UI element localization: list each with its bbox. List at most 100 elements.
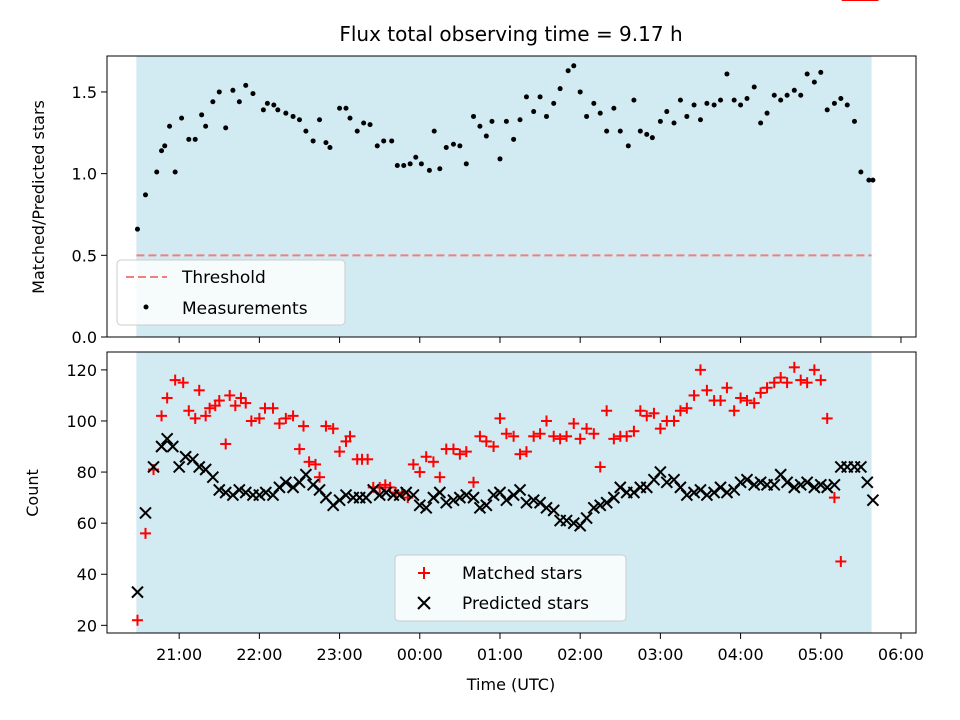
predicted-star-point [654, 465, 667, 479]
matched-star-point [468, 476, 480, 488]
measurement-point [571, 63, 577, 69]
predicted-star-point [131, 585, 144, 599]
matched-star-point [287, 410, 299, 422]
matched-star-point [314, 471, 326, 483]
measurement-point [199, 112, 205, 118]
matched-star-point [139, 527, 151, 539]
predicted-star-points [131, 432, 880, 599]
ratio-panel: 0.0 0.5 1.0 1.5 Matched/Predicted stars Thr… [29, 55, 917, 347]
predicted-star-point [213, 483, 226, 497]
measurement-point [784, 92, 790, 98]
measurement-point [657, 118, 663, 124]
matched-star-point [768, 377, 780, 389]
measurement-point [811, 79, 817, 85]
x-tick-label: 00:00 [397, 645, 443, 664]
count-panel: 20 40 60 80 100 120 21:00 22:00 23:00 00:00 01:00… [23, 0, 924, 694]
measurement-point [230, 87, 236, 93]
measurement-point [264, 100, 270, 106]
matched-star-point [362, 453, 374, 465]
measurement-point [407, 161, 413, 167]
matched-star-point [156, 410, 168, 422]
matched-star-point [795, 374, 807, 386]
predicted-star-point [580, 511, 593, 525]
matched-star-point [204, 402, 216, 414]
matched-star-point [748, 397, 760, 409]
matched-star-point [534, 428, 546, 440]
measurement-point [323, 140, 329, 146]
matched-star-point [235, 392, 247, 404]
measurement-point [611, 105, 617, 111]
matched-star-point [253, 412, 265, 424]
measurement-point [584, 113, 590, 119]
predicted-star-point [700, 488, 714, 502]
x-axis-label: Time (UTC) [466, 675, 555, 694]
legend-measurements-label: Measurements [182, 299, 308, 319]
measurement-point [831, 100, 837, 106]
predicted-star-point [861, 476, 874, 489]
predicted-star-point [660, 476, 674, 489]
matched-star-point [183, 405, 195, 417]
legend-measurements-swatch [143, 304, 149, 310]
matched-star-point [654, 423, 666, 435]
predicted-star-point [179, 450, 192, 463]
matched-star-point [641, 410, 653, 422]
y-tick-label: 1.0 [72, 165, 97, 184]
measurement-point [704, 100, 710, 106]
measurement-point [413, 154, 419, 160]
measurement-point [771, 92, 777, 98]
x-tick-label: 23:00 [317, 645, 363, 664]
measurement-point [591, 100, 597, 106]
predicted-star-point [453, 491, 467, 504]
predicted-star-point [299, 468, 313, 481]
matched-star-point [344, 430, 356, 442]
predicted-star-point [166, 440, 179, 453]
x-tick-label: 22:00 [236, 645, 282, 664]
matched-star-point [815, 374, 827, 386]
measurement-point [671, 120, 677, 126]
predicted-star-point [748, 478, 761, 492]
matched-star-point [594, 461, 606, 473]
predicted-star-point [740, 473, 754, 486]
predicted-star-point [339, 488, 353, 502]
measurement-point [497, 156, 503, 162]
matched-star-point [775, 372, 787, 384]
predicted-star-point [513, 483, 527, 497]
measurement-point [216, 89, 222, 95]
legend-predicted-swatch [417, 596, 431, 610]
measurement-point [565, 68, 571, 74]
measurement-point [523, 94, 529, 100]
legend-matched-label: Matched stars [462, 564, 582, 584]
matched-star-point [581, 423, 593, 435]
matched-star-point [297, 420, 309, 432]
predicted-star-point [820, 481, 834, 494]
measurement-point [290, 113, 296, 119]
measurement-point [791, 87, 797, 93]
measurement-point [684, 113, 690, 119]
predicted-star-point [160, 432, 174, 446]
matched-star-point [668, 415, 680, 427]
measurement-point [778, 97, 784, 103]
matched-star-point [621, 430, 633, 442]
predicted-star-point [527, 493, 540, 507]
matched-star-point [721, 382, 733, 394]
predicted-star-point [780, 476, 794, 489]
y-tick-label: 1.5 [72, 83, 97, 102]
predicted-star-point [866, 493, 880, 507]
predicted-star-point [594, 499, 607, 512]
measurement-point [418, 161, 424, 167]
top-axes-frame [106, 55, 917, 338]
predicted-star-point [794, 478, 807, 492]
measurement-point [517, 117, 523, 123]
predicted-star-point [467, 491, 480, 504]
predicted-star-point [379, 486, 393, 499]
matched-star-point [245, 415, 257, 427]
predicted-star-point [419, 501, 433, 515]
matched-star-point [514, 448, 526, 460]
measurement-point [243, 82, 249, 88]
measurement-point [531, 109, 537, 115]
matched-star-point [588, 428, 600, 440]
predicted-star-point [768, 478, 781, 492]
matched-star-point [634, 405, 646, 417]
predicted-star-point [407, 488, 420, 502]
matched-star-point [500, 428, 512, 440]
